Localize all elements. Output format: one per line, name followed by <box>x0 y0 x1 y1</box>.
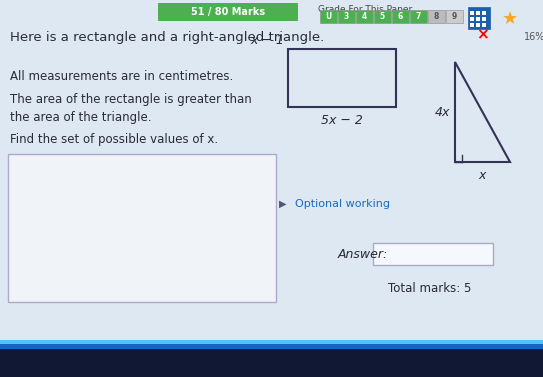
Bar <box>0 344 543 349</box>
Bar <box>410 10 427 23</box>
Bar <box>476 11 480 15</box>
Bar <box>320 10 337 23</box>
Bar <box>392 10 409 23</box>
Bar <box>338 10 355 23</box>
Text: Total marks: 5: Total marks: 5 <box>388 282 472 296</box>
Bar <box>470 23 474 27</box>
Text: ▶: ▶ <box>279 199 287 209</box>
Text: 4x: 4x <box>434 106 450 118</box>
Bar <box>470 17 474 21</box>
Text: 5: 5 <box>380 12 385 21</box>
Text: ×: × <box>476 28 488 43</box>
Bar <box>374 10 391 23</box>
Text: 4: 4 <box>362 12 367 21</box>
Bar <box>0 349 543 377</box>
FancyBboxPatch shape <box>8 154 276 302</box>
Bar <box>470 11 474 15</box>
Bar <box>482 23 486 27</box>
Text: Grade For This Paper: Grade For This Paper <box>318 5 412 14</box>
Text: 6: 6 <box>398 12 403 21</box>
Text: 7: 7 <box>416 12 421 21</box>
Text: All measurements are in centimetres.: All measurements are in centimetres. <box>10 70 233 83</box>
Text: 3: 3 <box>344 12 349 21</box>
Text: the area of the triangle.: the area of the triangle. <box>10 110 151 124</box>
Bar <box>158 3 298 21</box>
Bar <box>373 243 493 265</box>
Bar <box>476 17 480 21</box>
Text: x: x <box>479 169 486 182</box>
Bar <box>356 10 373 23</box>
Text: Here is a rectangle and a right-angled triangle.: Here is a rectangle and a right-angled t… <box>10 31 324 43</box>
Text: U: U <box>325 12 332 21</box>
Bar <box>288 49 396 107</box>
Text: 51 / 80 Marks: 51 / 80 Marks <box>191 7 265 17</box>
Text: 8: 8 <box>434 12 439 21</box>
Text: 9: 9 <box>452 12 457 21</box>
Bar <box>482 11 486 15</box>
Bar <box>428 10 445 23</box>
Bar <box>446 10 463 23</box>
Text: Answer:: Answer: <box>338 247 388 261</box>
Bar <box>468 7 490 29</box>
Bar <box>482 17 486 21</box>
Text: x − 1: x − 1 <box>250 34 284 47</box>
Text: 16%: 16% <box>525 32 543 42</box>
Text: The area of the rectangle is greater than: The area of the rectangle is greater tha… <box>10 92 252 106</box>
Text: 5x − 2: 5x − 2 <box>321 114 363 127</box>
Text: Find the set of possible values of x.: Find the set of possible values of x. <box>10 132 218 146</box>
Text: Optional working: Optional working <box>295 199 390 209</box>
Text: ★: ★ <box>502 10 518 28</box>
Bar <box>476 23 480 27</box>
Bar <box>0 340 543 344</box>
